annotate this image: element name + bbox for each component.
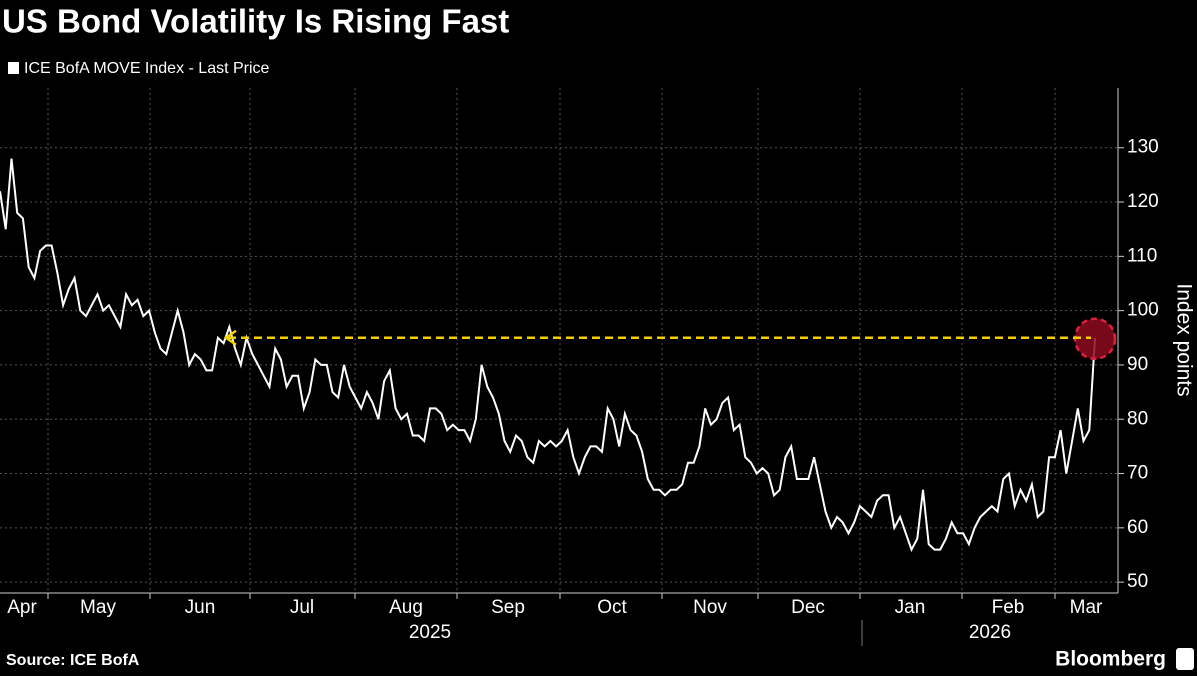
legend-swatch xyxy=(8,62,19,74)
x-tick-label: Jul xyxy=(290,597,314,618)
brand-icon xyxy=(1176,648,1194,670)
x-tick-label: Dec xyxy=(791,597,825,618)
year-label: 2026 xyxy=(969,622,1011,643)
x-tick-label: Apr xyxy=(7,597,37,618)
y-tick-label: 120 xyxy=(1127,191,1159,212)
y-tick-label: 80 xyxy=(1127,408,1148,429)
chart-title: US Bond Volatility Is Rising Fast xyxy=(2,3,509,40)
annotation-arrow xyxy=(223,329,237,346)
year-label: 2025 xyxy=(409,622,451,643)
y-tick-label: 90 xyxy=(1127,354,1148,375)
x-tick-label: May xyxy=(80,597,116,618)
legend-label: ICE BofA MOVE Index - Last Price xyxy=(24,60,270,77)
x-tick-label: Mar xyxy=(1070,597,1103,618)
y-tick-label: 60 xyxy=(1127,517,1148,538)
x-tick-label: Jun xyxy=(185,597,216,618)
y-tick-label: 50 xyxy=(1127,571,1148,592)
line xyxy=(0,158,1096,553)
x-tick-label: Jan xyxy=(895,597,926,618)
y-tick-label: 100 xyxy=(1127,300,1159,321)
y-tick-label: 70 xyxy=(1127,463,1148,484)
y-axis-label: Index points xyxy=(1172,283,1195,396)
x-tick-label: Sep xyxy=(491,597,525,618)
x-tick-label: Nov xyxy=(693,597,727,618)
x-tick-label: Aug xyxy=(389,597,423,618)
x-tick-label: Oct xyxy=(597,597,627,618)
x-tick-label: Feb xyxy=(992,597,1025,618)
brand: Bloomberg xyxy=(1055,648,1166,671)
y-tick-label: 110 xyxy=(1127,245,1157,266)
y-tick-label: 130 xyxy=(1127,137,1159,158)
source: Source: ICE BofA xyxy=(6,652,140,669)
